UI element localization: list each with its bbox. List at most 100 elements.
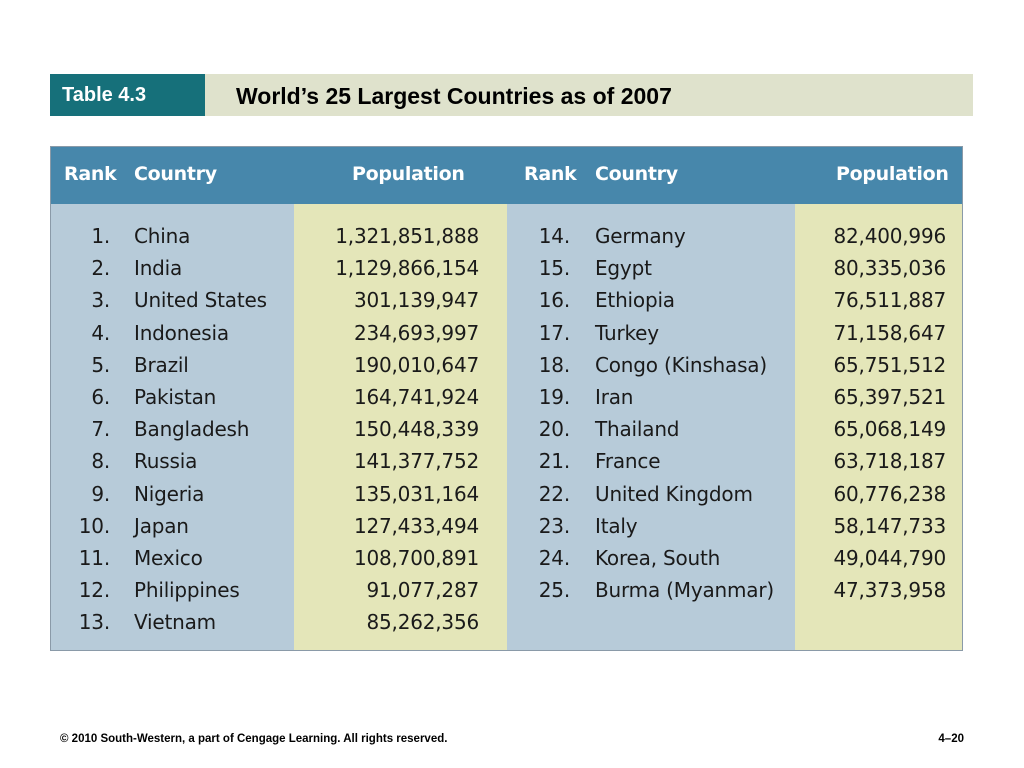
rank-cell: 15. (538, 256, 570, 281)
rank-cell: 4. (91, 320, 110, 345)
table-row: 7. Bangladesh 150,448,339 20. Thailand 65,068… (51, 413, 962, 445)
population-cell: 141,377,752 (353, 449, 479, 474)
table-row: 12. Philippines 91,077,287 25. Burma (Myanma… (51, 574, 962, 606)
header-rank-left: Rank (64, 163, 117, 185)
country-cell: Korea, South (595, 545, 721, 570)
rank-cell: 18. (538, 352, 570, 377)
title-bar: Table 4.3 World’s 25 Largest Countries a… (50, 74, 973, 116)
rank-cell: 23. (538, 513, 570, 538)
column-band-rank-country-right (507, 204, 795, 650)
population-cell: 47,373,958 (833, 578, 946, 603)
table-row: 11. Mexico 108,700,891 24. Korea, South 49,04… (51, 542, 962, 574)
population-cell: 76,511,887 (833, 288, 946, 313)
table-row: 3. United States 301,139,947 16. Ethiopia 76,… (51, 284, 962, 316)
header-population-left: Population (352, 163, 465, 185)
country-cell: Burma (Myanmar) (595, 578, 774, 603)
population-cell: 190,010,647 (353, 352, 479, 377)
country-cell: Germany (595, 224, 686, 248)
rank-cell: 25. (538, 578, 570, 603)
country-cell: Mexico (134, 545, 203, 570)
country-cell: Brazil (134, 352, 189, 377)
country-cell: Japan (134, 513, 189, 538)
header-country-left: Country (134, 163, 217, 185)
population-cell: 65,397,521 (833, 384, 946, 409)
rank-cell: 11. (78, 545, 110, 570)
page-title: World’s 25 Largest Countries as of 2007 (236, 83, 672, 109)
column-band-population-right (795, 204, 962, 650)
population-table: Rank Country Population Rank Country Pop… (50, 146, 963, 651)
table-row: 10. Japan 127,433,494 23. Italy 58,147,733 (51, 510, 962, 542)
header-country-right: Country (595, 163, 678, 185)
population-cell: 1,321,851,888 (335, 224, 479, 248)
population-cell: 135,031,164 (353, 481, 479, 506)
population-cell: 164,741,924 (353, 384, 479, 409)
country-cell: China (134, 224, 191, 248)
country-cell: Nigeria (134, 481, 205, 506)
population-cell: 85,262,356 (366, 610, 479, 635)
country-cell: Philippines (134, 578, 240, 603)
country-cell: Russia (134, 449, 198, 474)
rank-cell: 7. (91, 417, 110, 442)
rank-cell: 9. (91, 481, 110, 506)
population-cell: 71,158,647 (833, 320, 946, 345)
rank-cell: 22. (538, 481, 570, 506)
table-row: 5. Brazil 190,010,647 18. Congo (Kinshasa) 65… (51, 349, 962, 381)
population-cell: 234,693,997 (353, 320, 479, 345)
population-cell: 80,335,036 (833, 256, 946, 281)
rank-cell: 17. (538, 320, 570, 345)
population-cell: 91,077,287 (366, 578, 479, 603)
population-cell: 127,433,494 (353, 513, 479, 538)
population-cell: 60,776,238 (833, 481, 946, 506)
country-cell: Egypt (595, 256, 652, 281)
table-row: 8. Russia 141,377,752 21. France 63,718,187 (51, 445, 962, 477)
population-cell: 65,068,149 (833, 417, 946, 442)
column-band-population-left (294, 204, 507, 650)
population-cell: 150,448,339 (353, 417, 479, 442)
country-cell: Pakistan (134, 384, 217, 409)
table-row: 4. Indonesia 234,693,997 17. Turkey 71,158,64… (51, 317, 962, 349)
rank-cell: 6. (91, 384, 110, 409)
rank-cell: 20. (538, 417, 570, 442)
population-cell: 65,751,512 (833, 352, 946, 377)
population-cell: 1,129,866,154 (335, 256, 479, 281)
rank-cell: 12. (78, 578, 110, 603)
rank-cell: 2. (91, 256, 110, 281)
country-cell: Congo (Kinshasa) (595, 352, 767, 377)
table-row: 9. Nigeria 135,031,164 22. United Kingdom 60,… (51, 478, 962, 510)
population-cell: 63,718,187 (833, 449, 946, 474)
country-cell: Vietnam (134, 610, 216, 635)
rank-cell: 3. (91, 288, 110, 313)
table-body: 1. China 1,321,851,888 14. Germany 82,400,996… (51, 220, 962, 638)
table-row: 13. Vietnam 85,262,356 (51, 606, 962, 638)
table-row: 6. Pakistan 164,741,924 19. Iran 65,397,521 (51, 381, 962, 413)
rank-cell: 14. (538, 224, 570, 248)
page-number: 4–20 (938, 733, 964, 745)
population-cell: 58,147,733 (833, 513, 946, 538)
table-header-row: Rank Country Population Rank Country Pop… (51, 147, 962, 204)
country-cell: Thailand (595, 417, 680, 442)
country-cell: Turkey (595, 320, 659, 345)
country-cell: Ethiopia (595, 288, 675, 313)
rank-cell: 5. (91, 352, 110, 377)
country-cell: Italy (595, 513, 638, 538)
country-cell: United Kingdom (595, 481, 753, 506)
rank-cell: 13. (78, 610, 110, 635)
header-rank-right: Rank (524, 163, 577, 185)
population-cell: 108,700,891 (353, 545, 479, 570)
population-cell: 49,044,790 (833, 545, 946, 570)
country-cell: India (134, 256, 183, 281)
country-cell: Bangladesh (134, 417, 250, 442)
table-row: 2. India 1,129,866,154 15. Egypt 80,335,036 (51, 252, 962, 284)
rank-cell: 19. (538, 384, 570, 409)
copyright-notice: © 2010 South-Western, a part of Cengage … (60, 733, 448, 745)
rank-cell: 1. (91, 224, 110, 248)
population-cell: 301,139,947 (353, 288, 479, 313)
rank-cell: 8. (91, 449, 110, 474)
table-row: 1. China 1,321,851,888 14. Germany 82,400,996 (51, 220, 962, 252)
country-cell: France (595, 449, 661, 474)
country-cell: Indonesia (134, 320, 229, 345)
population-cell: 82,400,996 (833, 224, 946, 248)
column-band-rank-country-left (51, 204, 294, 650)
header-population-right: Population (836, 163, 949, 185)
country-cell: Iran (595, 384, 634, 409)
